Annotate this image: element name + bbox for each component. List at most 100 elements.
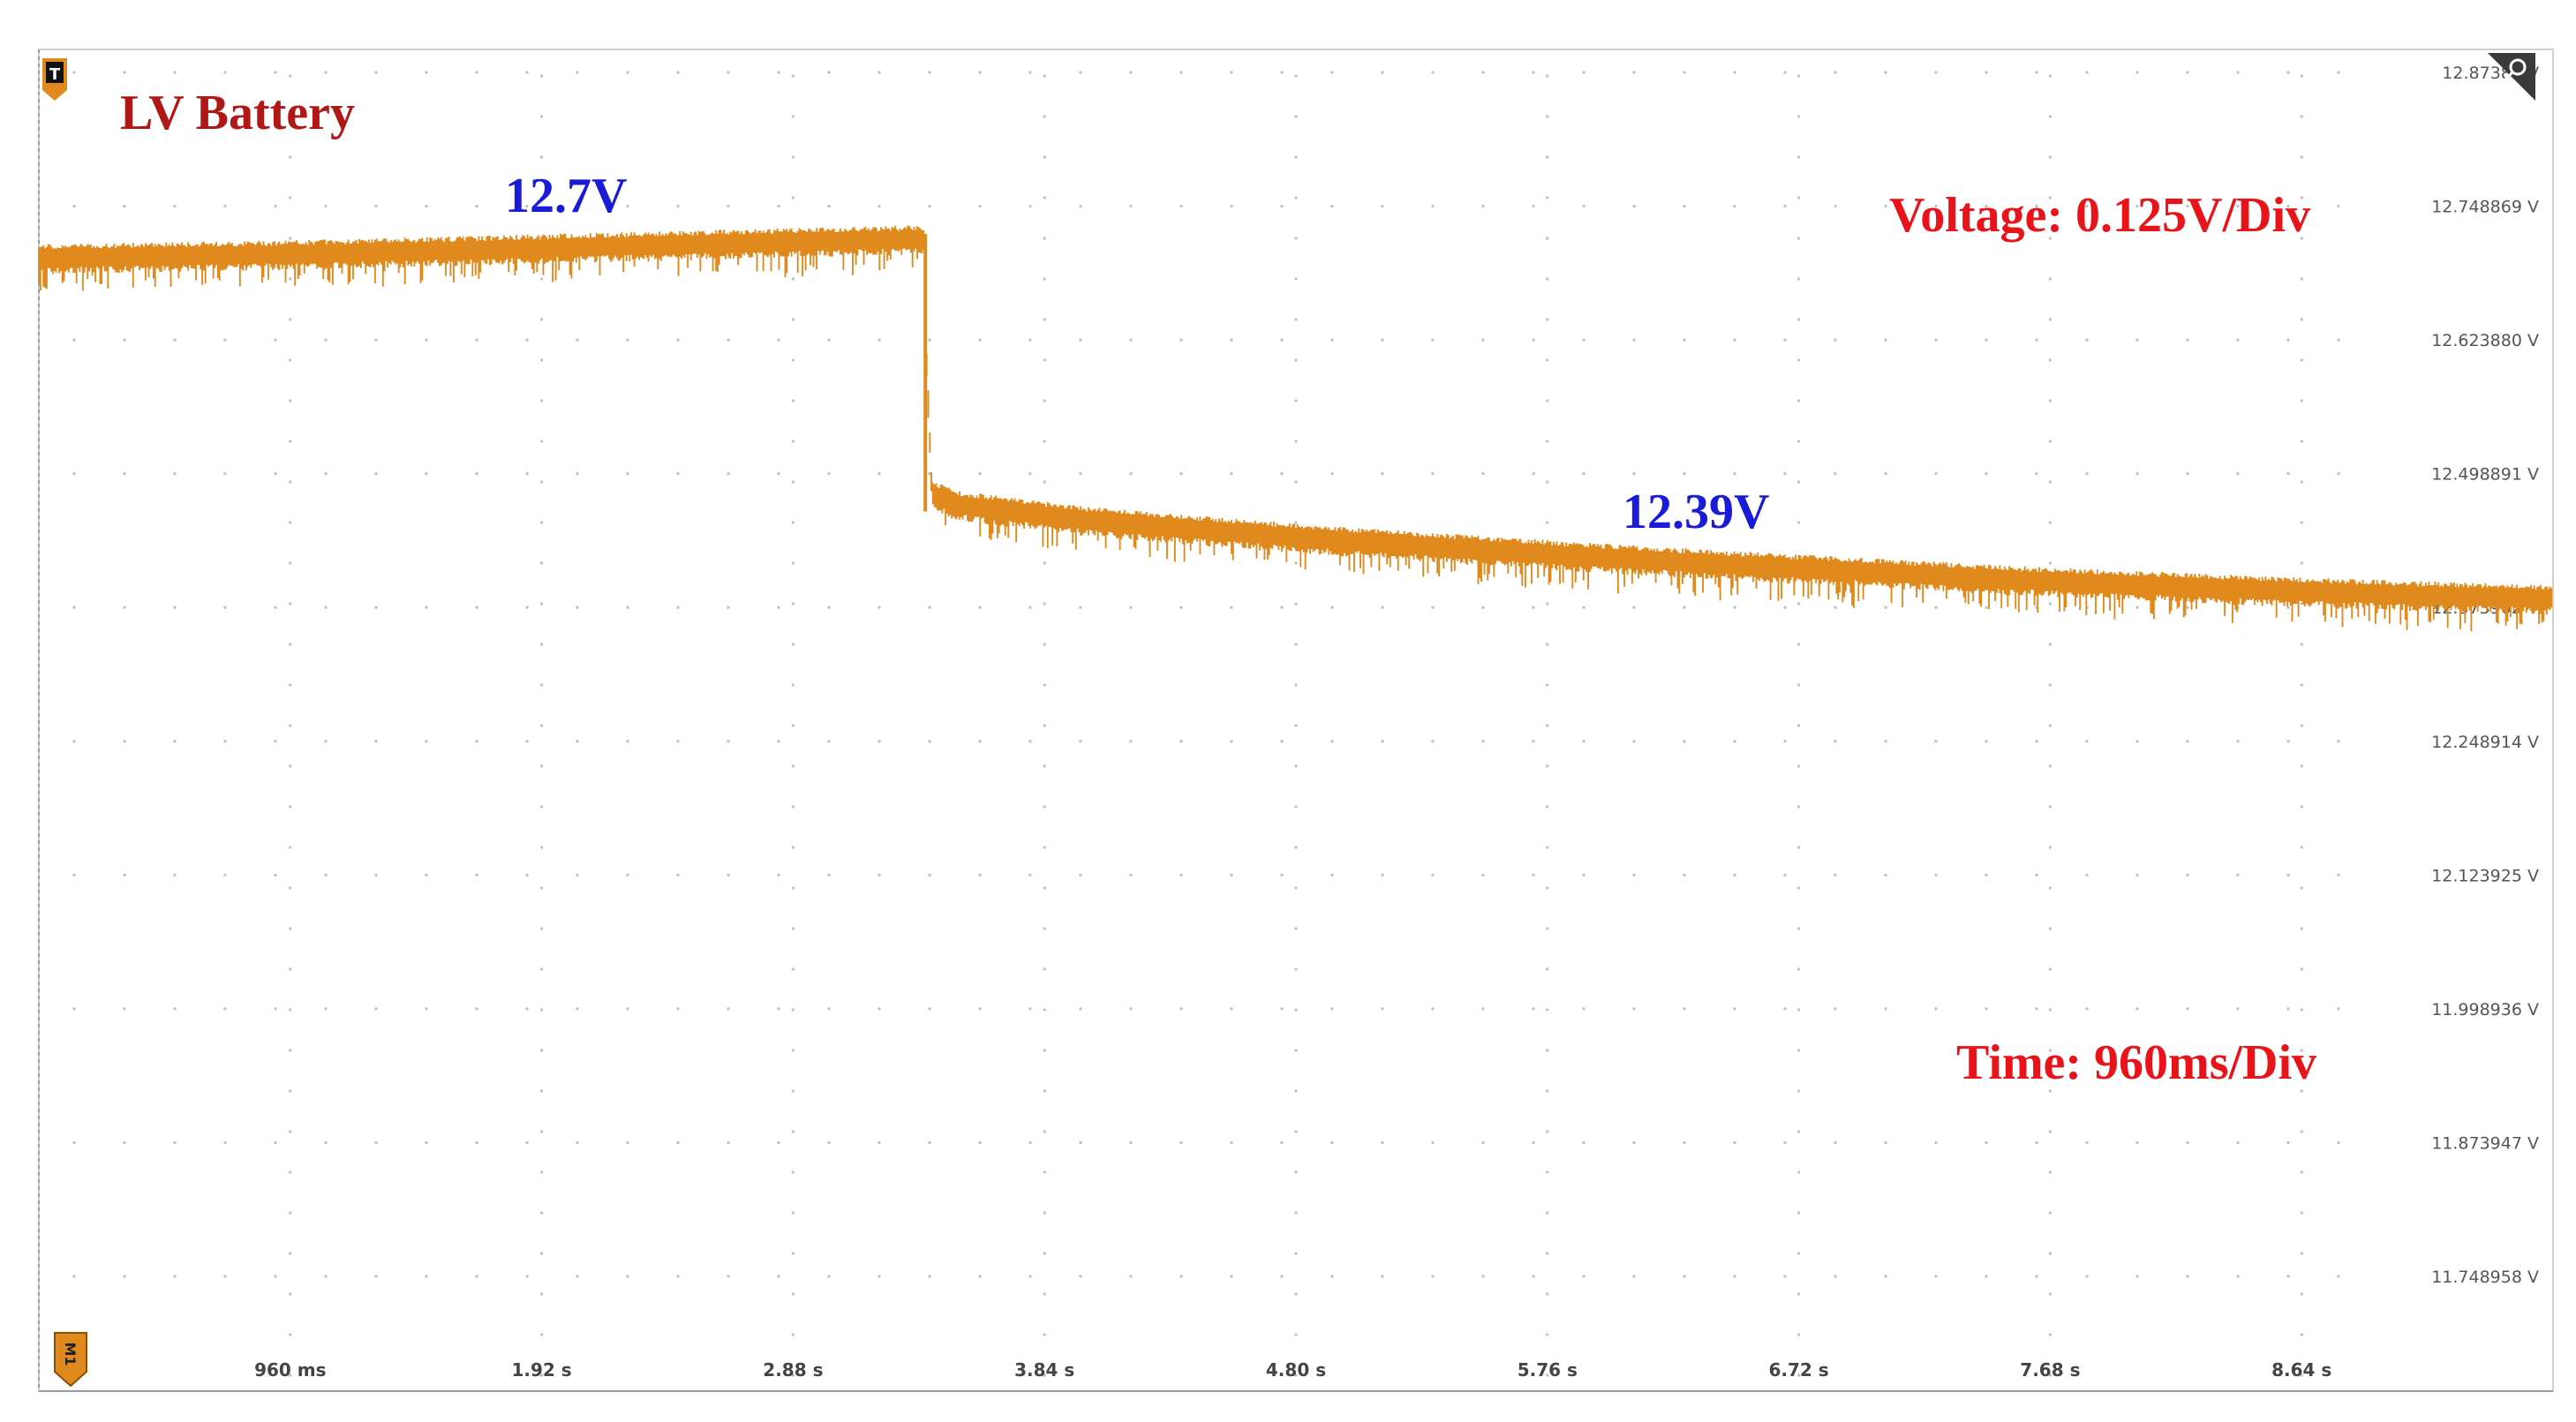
grid-dot (540, 967, 544, 971)
grid-dot (324, 71, 328, 74)
grid-dot (1294, 561, 1298, 565)
grid-dot (626, 204, 629, 208)
grid-dot (2300, 1008, 2303, 1012)
grid-dot (425, 338, 428, 342)
grid-dot (1797, 764, 1801, 768)
grid-dot (540, 886, 544, 890)
grid-dot (1043, 115, 1046, 118)
grid-dot (2337, 740, 2340, 743)
grid-dot (123, 740, 126, 743)
grid-dot (2300, 602, 2303, 606)
grid-dot (1632, 204, 1636, 208)
grid-dot (540, 318, 544, 321)
grid-dot (2035, 873, 2038, 877)
grid-dot (1028, 338, 1032, 342)
grid-dot (1985, 338, 1988, 342)
grid-dot (827, 873, 831, 877)
grid-dot (1834, 740, 1837, 743)
grid-dot (2300, 1373, 2303, 1377)
grid-dot (1230, 1140, 1233, 1145)
grid-dot (827, 71, 831, 74)
grid-dot (626, 1007, 629, 1011)
grid-dot (1884, 740, 1887, 743)
grid-dot (1230, 1007, 1233, 1011)
grid-dot (791, 358, 795, 362)
grid-dot (540, 155, 544, 159)
grid-dot (1733, 1275, 1736, 1278)
grid-dot (2048, 967, 2052, 971)
grid-dot (1294, 318, 1298, 321)
grid-dot (2048, 1130, 2052, 1133)
grid-dot (2035, 740, 2038, 743)
grid-dot (1546, 237, 1549, 240)
grid-dot (676, 472, 680, 476)
grid-dot (1797, 1211, 1801, 1215)
grid-dot (1481, 472, 1485, 476)
grid-dot (791, 196, 795, 199)
grid-dot (540, 277, 544, 281)
grid-dot (223, 1007, 227, 1011)
grid-dot (1783, 472, 1787, 476)
grid-dot (1797, 1373, 1801, 1377)
grid-dot (1546, 846, 1549, 849)
grid-dot (289, 480, 292, 484)
grid-dot (1546, 1130, 1549, 1133)
grid-dot (2236, 873, 2240, 877)
x-tick-label: 960 ms (254, 1359, 326, 1381)
grid-dot (540, 115, 544, 118)
grid-dot (1797, 399, 1801, 403)
trigger-marker-icon[interactable]: T (42, 58, 67, 101)
annotation-time-div: Time: 960ms/Div (1956, 1035, 2316, 1090)
grid-dot (1797, 155, 1801, 159)
grid-dot (475, 1275, 478, 1278)
grid-dot (2048, 237, 2052, 240)
math-channel-marker-icon[interactable]: M1 (54, 1332, 87, 1388)
grid-dot (1043, 399, 1046, 403)
grid-dot (2035, 1140, 2038, 1145)
grid-dot (1179, 472, 1183, 476)
grid-dot (576, 71, 579, 74)
grid-dot (1797, 683, 1801, 687)
grid-dot (525, 606, 529, 609)
grid-dot (1683, 1275, 1686, 1278)
grid-dot (2135, 606, 2139, 609)
grid-dot (475, 71, 478, 74)
grid-dot (1280, 338, 1284, 342)
grid-dot (289, 967, 292, 971)
grid-dot (1546, 1252, 1549, 1255)
grid-dot (540, 196, 544, 199)
grid-dot (1546, 74, 1549, 78)
grid-dot (1934, 873, 1938, 877)
grid-dot (777, 204, 780, 208)
grid-dot (1294, 1049, 1298, 1052)
grid-dot (1294, 967, 1298, 971)
grid-dot (1294, 683, 1298, 687)
grid-dot (2048, 74, 2052, 78)
grid-dot (2300, 1170, 2303, 1174)
grid-dot (540, 1008, 544, 1012)
grid-dot (2048, 155, 2052, 159)
grid-dot (1532, 71, 1535, 74)
grid-dot (223, 740, 227, 743)
grid-dot (1043, 561, 1046, 565)
grid-dot (1179, 873, 1183, 877)
grid-dot (2048, 1170, 2052, 1174)
grid-dot (289, 724, 292, 727)
grid-dot (1532, 1275, 1535, 1278)
grid-dot (1985, 71, 1988, 74)
grid-dot (791, 1089, 795, 1093)
grid-dot (2085, 740, 2089, 743)
grid-dot (540, 480, 544, 484)
grid-dot (1079, 71, 1082, 74)
grid-dot (289, 1252, 292, 1255)
grid-dot (2337, 1140, 2340, 1145)
x-tick-label: 1.92 s (511, 1359, 571, 1381)
grid-dot (2286, 740, 2290, 743)
zoom-corner-icon[interactable] (2488, 53, 2535, 101)
grid-dot (2048, 764, 2052, 768)
grid-dot (1381, 204, 1384, 208)
grid-dot (928, 606, 931, 609)
grid-dot (2048, 683, 2052, 687)
y-tick-label: 11.748958 V (2431, 1268, 2539, 1287)
grid-dot (928, 472, 931, 476)
